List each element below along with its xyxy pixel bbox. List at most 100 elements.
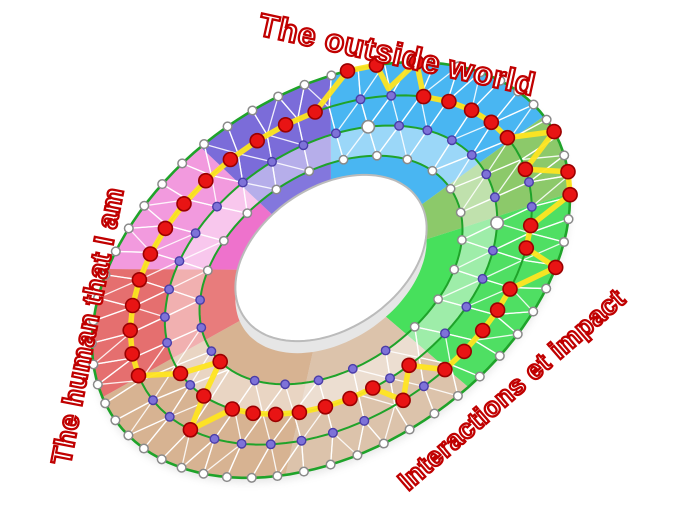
node [317, 398, 334, 415]
node [190, 228, 201, 239]
node [272, 470, 283, 482]
node [174, 256, 185, 267]
node [481, 169, 492, 180]
node [138, 443, 149, 454]
node [558, 236, 570, 248]
node [380, 345, 391, 356]
node [273, 91, 284, 102]
node [325, 459, 336, 470]
node [415, 88, 432, 105]
node [176, 196, 192, 212]
node [124, 346, 140, 362]
node [110, 415, 121, 426]
node [162, 337, 173, 348]
node [198, 468, 209, 479]
node [123, 430, 134, 441]
node [327, 427, 338, 438]
node [265, 439, 276, 450]
node [483, 114, 500, 131]
node [489, 302, 506, 318]
node [494, 350, 505, 361]
node [110, 246, 121, 257]
node [463, 102, 480, 118]
node [142, 246, 159, 262]
node [422, 125, 433, 136]
node [368, 57, 385, 73]
node [541, 114, 552, 125]
node [271, 184, 282, 195]
node [185, 380, 196, 391]
node [202, 265, 213, 276]
node [371, 150, 382, 161]
node [212, 353, 228, 370]
node [222, 121, 233, 132]
node [313, 375, 324, 386]
node [147, 395, 158, 406]
node [378, 438, 389, 449]
node [499, 129, 516, 146]
node [304, 166, 315, 177]
node [177, 158, 188, 169]
node [524, 177, 535, 188]
node [487, 245, 498, 256]
node [490, 216, 505, 231]
node [157, 179, 168, 190]
node [386, 90, 397, 101]
node [195, 295, 206, 305]
node [441, 93, 457, 110]
node [139, 200, 150, 211]
node [86, 338, 97, 349]
node [433, 294, 444, 305]
node [291, 404, 308, 421]
node [347, 363, 358, 374]
node [307, 104, 323, 120]
node [246, 472, 257, 483]
node [452, 390, 463, 401]
node [236, 438, 247, 449]
node [338, 154, 349, 165]
node [249, 132, 266, 149]
node [296, 435, 307, 446]
node [352, 450, 363, 461]
node [409, 321, 420, 332]
node [518, 240, 535, 256]
node [196, 322, 207, 333]
node [237, 177, 248, 188]
node [221, 472, 232, 483]
node [242, 208, 253, 219]
node [528, 99, 539, 110]
node [474, 371, 485, 382]
node [477, 273, 488, 284]
node [355, 94, 366, 105]
sector-wedges [91, 62, 570, 478]
node [440, 328, 451, 339]
wheel-hole [234, 173, 428, 343]
node [402, 154, 413, 165]
node [156, 454, 167, 465]
node [199, 139, 210, 150]
node [196, 388, 212, 404]
node [512, 329, 523, 340]
node [456, 235, 467, 245]
node [361, 119, 376, 134]
node [517, 161, 534, 178]
node [394, 120, 405, 131]
node [502, 281, 518, 297]
node [474, 322, 491, 339]
node [408, 54, 425, 70]
node [159, 312, 170, 323]
node [562, 186, 578, 203]
node [429, 408, 440, 419]
node [267, 406, 284, 423]
node [453, 61, 464, 72]
node [298, 140, 309, 151]
node [124, 297, 141, 314]
node [456, 343, 473, 360]
node [218, 235, 229, 246]
node [385, 373, 396, 384]
node [299, 79, 310, 90]
node [541, 283, 552, 294]
node [298, 466, 309, 477]
